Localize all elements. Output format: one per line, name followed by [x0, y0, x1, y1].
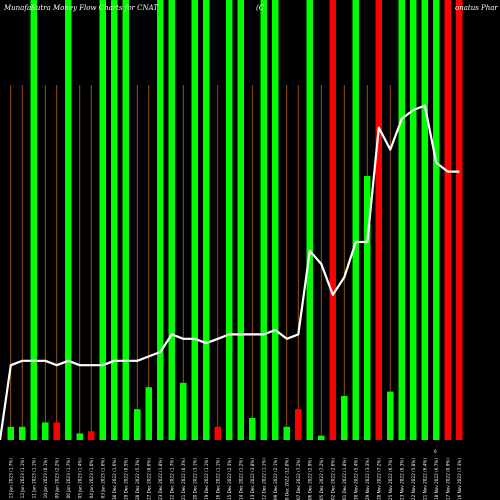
x-tick-label: Wed 14 Dec 2022 (1.2%) [238, 458, 243, 500]
x-tick-label: Tue 13 Dec 2022 (3.8%) [250, 458, 255, 500]
volume-bar [433, 0, 440, 440]
x-tick-label: Fri 06 Jan 2023 (1.7%) [66, 458, 71, 500]
volume-bar [42, 422, 49, 440]
x-tick-label: Tue 20 Dec 2022 (3.1%) [192, 458, 197, 500]
volume-bar [88, 431, 95, 440]
volume-bar [410, 0, 417, 440]
x-tick-label: Thu 22 Dec 2022 (1.7%) [169, 458, 174, 500]
x-axis-tick-labels: Fri 13 Jan 2023 (1.7%) Thu 12 Jan 2023 (1… [8, 458, 462, 500]
volume-bars [7, 0, 463, 440]
x-tick-label: Tue 03 Jan 2023 (1.6%) [100, 458, 105, 500]
volume-bar [203, 0, 210, 440]
x-tick-label: Fri 02 Dec 2022 (2.6%) [330, 458, 335, 500]
volume-bar [30, 0, 37, 440]
x-tick-label: Tue 22 Nov 2022 (5.8%) [411, 458, 416, 500]
x-tick-label: Wed 07 Dec 2022 (7.2%) [296, 458, 301, 500]
volume-bar [145, 387, 152, 440]
x-tick-label: Thu 15 Dec 2022 (2.3%) [227, 458, 232, 500]
x-tick-label: Mon 19 Dec 2022 (1.1%) [204, 458, 209, 500]
volume-bar [341, 396, 348, 440]
x-tick-label: Thu 05 Jan 2023 (1.4%) [77, 458, 82, 500]
x-tick-label: Fri 16 Dec 2022 (1.1%) [215, 458, 220, 500]
volume-bar [157, 0, 164, 440]
volume-bar [76, 433, 83, 440]
volume-bar [180, 382, 187, 440]
chart-title-middle: (C [256, 4, 265, 12]
volume-bar [134, 409, 141, 440]
x-tick-label: Thu 08 Dec 2022 (12.0%) [284, 458, 289, 500]
volume-bar [456, 0, 463, 440]
volume-bar [7, 426, 14, 440]
x-tick-label: Tue 29 Nov 2022 (3.3%) [365, 458, 370, 500]
volume-bar [421, 0, 428, 440]
x-tick-label: Fri 13 Jan 2023 (1.7%) [8, 458, 13, 500]
volume-bar [272, 0, 279, 440]
x-tick-label: Wed 04 Jan 2023 (1.0%) [89, 458, 94, 500]
price-tag-label: 6 [434, 449, 437, 454]
x-tick-label: Wed 30 Nov 2022 (5.4%) [353, 458, 358, 500]
volume-bar [111, 0, 118, 440]
volume-bar [99, 0, 106, 440]
x-tick-label: Fri 30 Dec 2022 (1.6%) [112, 458, 117, 500]
x-tick-label: Fri 09 Dec 2022 (2.1%) [273, 458, 278, 500]
volume-bar [53, 422, 60, 440]
volume-bar [295, 409, 302, 440]
x-tick-label: Wed 21 Dec 2022 (0.3%) [181, 458, 186, 500]
x-tick-label: Wed 11 Jan 2023 (1.1%) [31, 458, 36, 500]
x-tick-label: Mon 28 Nov 2022 (7.2%) [376, 458, 381, 500]
volume-bar [444, 0, 451, 440]
volume-bar [214, 426, 221, 440]
chart-title-right: onatus Phar [455, 4, 498, 12]
volume-bar [19, 426, 26, 440]
volume-bar [375, 0, 382, 440]
volume-bar [306, 0, 313, 440]
volume-bar [260, 0, 267, 440]
x-tick-label: Wed 16 Nov 2022 (7.3%) [457, 458, 462, 500]
x-tick-label: Thu 17 Nov 2022 (0.9%) [445, 458, 450, 500]
volume-bar [398, 0, 405, 440]
volume-bar [318, 435, 325, 440]
x-tick-label: Thu 29 Dec 2022 (0.5%) [123, 458, 128, 500]
x-tick-label: Tue 06 Dec 2022 (2.9%) [307, 458, 312, 500]
volume-bar [122, 0, 129, 440]
x-tick-label: Mon 09 Jan 2023 (2.2%) [54, 458, 59, 500]
x-tick-label: Wed 23 Nov 2022 (6.3%) [399, 458, 404, 500]
volume-bar [191, 0, 198, 440]
x-tick-label: Mon 12 Dec 2022 (1.1%) [261, 458, 266, 500]
volume-bar [364, 176, 371, 440]
x-tick-label: Thu 01 Dec 2022 (1.8%) [342, 458, 347, 500]
x-tick-label: Fri 18 Nov 2022 (6.7%) [434, 458, 439, 500]
volume-bar [237, 0, 244, 440]
x-tick-label: Tue 10 Jan 2023 (0.1%) [43, 458, 48, 500]
chart-title: MunafaSutra Money Flow Charts for CNAT [3, 4, 159, 12]
volume-bar [283, 426, 290, 440]
volume-bar [226, 0, 233, 440]
x-tick-label: Thu 12 Jan 2023 (1.1%) [20, 458, 25, 500]
x-tick-label: Mon 05 Dec 2022 (7.2%) [319, 458, 324, 500]
volume-bar [65, 0, 72, 440]
x-tick-label: Tue 27 Dec 2022 (0.6%) [146, 458, 151, 500]
x-tick-label: Fri 23 Dec 2022 (1.8%) [158, 458, 163, 500]
volume-bar [352, 0, 359, 440]
volume-bar [249, 418, 256, 440]
volume-bar [329, 0, 336, 440]
volume-bar [168, 0, 175, 440]
x-tick-label: Wed 28 Dec 2022 (5.3%) [135, 458, 140, 500]
x-tick-label: Fri 25 Nov 2022 (6.7%) [388, 458, 393, 500]
x-tick-label: Mon 21 Nov 2022 (6.4%) [422, 458, 427, 500]
volume-bar [387, 391, 394, 440]
price-line [0, 104, 460, 441]
